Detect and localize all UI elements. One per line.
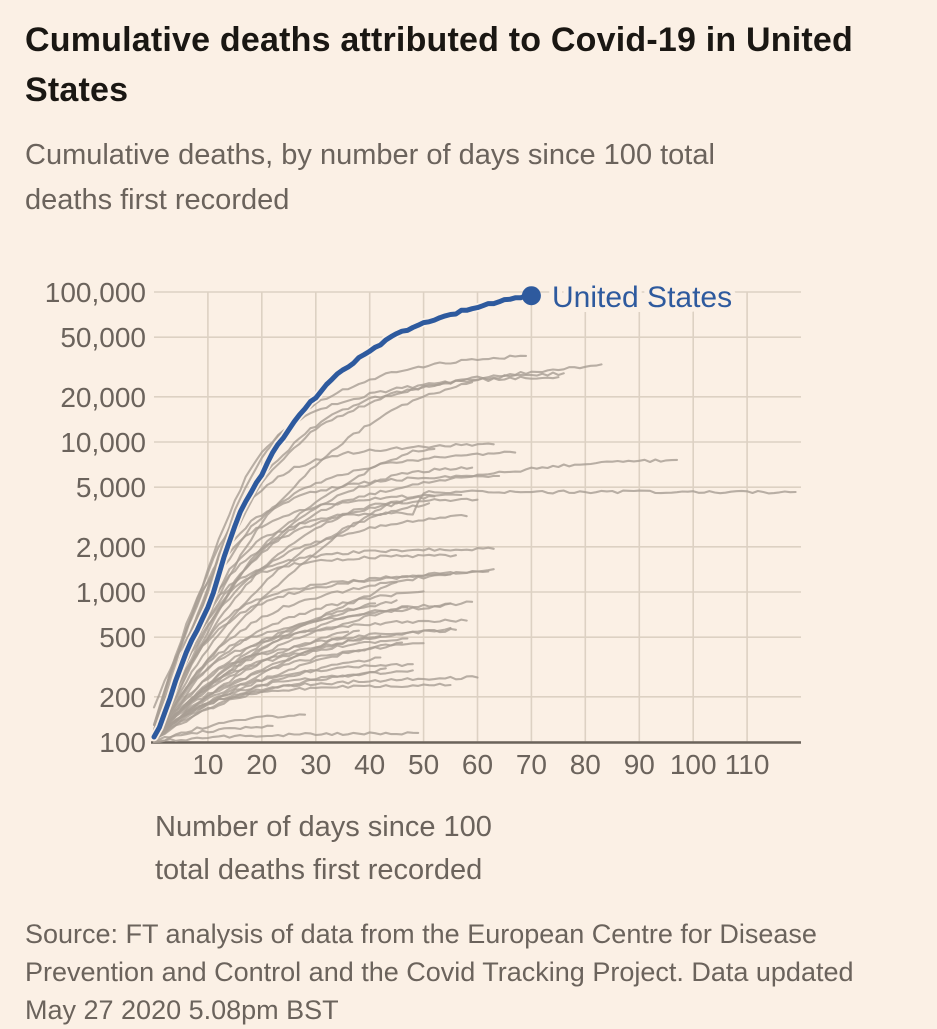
background-series-line <box>152 466 474 737</box>
background-series-line <box>152 493 463 726</box>
background-series-line <box>152 553 457 737</box>
x-tick-label-70: 70 <box>516 749 547 780</box>
background-series-line <box>152 731 420 744</box>
series-label-united-states: United States <box>552 281 732 314</box>
y-tick-label-500: 500 <box>99 622 146 653</box>
y-tick-label-5000: 5,000 <box>76 472 146 503</box>
background-series-line <box>152 713 307 744</box>
y-tick-label-1000: 1,000 <box>76 577 146 608</box>
chart-subtitle: Cumulative deaths, by number of days sin… <box>25 133 915 223</box>
united-states-line-group <box>149 286 541 742</box>
y-tick-label-2000: 2,000 <box>76 532 146 563</box>
background-series-line <box>152 489 797 709</box>
x-tick-label-20: 20 <box>246 749 277 780</box>
background-series-line <box>152 570 490 740</box>
y-tick-label-100000: 100,000 <box>45 277 146 308</box>
background-series-line <box>152 642 425 739</box>
y-tick-label-20000: 20,000 <box>60 382 146 413</box>
background-series-line <box>152 572 452 737</box>
background-series-line <box>152 656 382 742</box>
x-axis-caption: Number of days since 100 total deaths fi… <box>155 806 492 892</box>
chart-title-line-2: States <box>25 71 129 109</box>
chart-title: Cumulative deaths attributed to Covid-19… <box>25 15 915 115</box>
background-series-line <box>152 513 468 737</box>
us-endpoint-dot <box>521 286 541 306</box>
x-tick-label-80: 80 <box>570 749 601 780</box>
source-line-2: Prevention and Control and the Covid Tra… <box>25 957 854 987</box>
x-axis-caption-line-1: Number of days since 100 <box>155 811 492 843</box>
us-line <box>151 293 534 740</box>
background-series-line <box>152 618 468 739</box>
chart-subtitle-line-2: deaths first recorded <box>25 184 290 216</box>
background-series-line <box>152 590 425 740</box>
x-tick-label-50: 50 <box>408 749 439 780</box>
background-series-line <box>152 474 501 726</box>
x-tick-label-90: 90 <box>624 749 655 780</box>
background-series-line <box>152 637 409 740</box>
background-series-line <box>152 626 452 736</box>
source-line-3: May 27 2020 5.08pm BST <box>25 995 339 1025</box>
source-line-1: Source: FT analysis of data from the Eur… <box>25 919 817 949</box>
x-tick-label-10: 10 <box>192 749 223 780</box>
x-tick-label-30: 30 <box>300 749 331 780</box>
background-series-line <box>152 667 387 741</box>
x-tick-label-100: 100 <box>670 749 717 780</box>
x-axis-caption-line-2: total deaths first recorded <box>155 854 483 886</box>
y-tick-label-200: 200 <box>99 682 146 713</box>
background-series-line <box>152 371 565 737</box>
source-note: Source: FT analysis of data from the Eur… <box>25 915 925 1029</box>
x-tick-label-110: 110 <box>725 749 770 780</box>
x-tick-label-60: 60 <box>462 749 493 780</box>
background-country-lines <box>152 354 797 744</box>
y-tick-label-50000: 50,000 <box>60 322 146 353</box>
y-tick-label-10000: 10,000 <box>60 427 146 458</box>
background-series-line <box>152 447 436 740</box>
chart-title-line-1: Cumulative deaths attributed to Covid-19… <box>25 21 853 59</box>
axis-tick-labels: 100,000 50,000 20,000 10,000 5,000 2,000 1,000… <box>45 277 770 780</box>
background-series-line <box>152 442 495 732</box>
chart-subtitle-line-1: Cumulative deaths, by number of days sin… <box>25 139 715 171</box>
y-tick-label-100: 100 <box>99 727 146 758</box>
background-series-line <box>152 724 274 744</box>
background-series-line <box>152 375 560 732</box>
x-tick-label-40: 40 <box>354 749 385 780</box>
background-series-line <box>152 629 360 742</box>
